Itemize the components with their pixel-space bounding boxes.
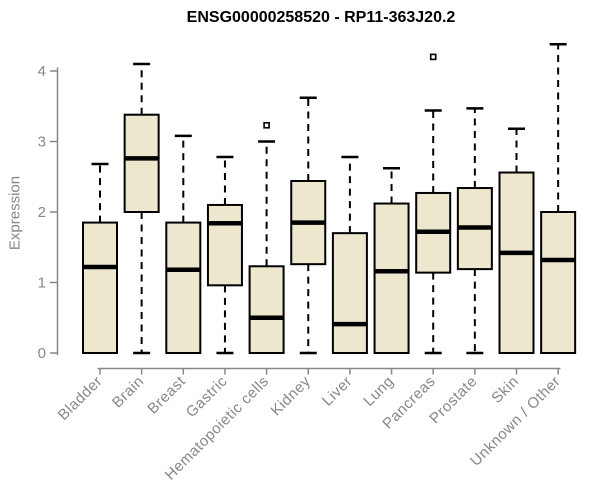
boxplot-gastric (206, 155, 243, 355)
iqr-box (498, 171, 535, 354)
boxplot-breast (165, 134, 202, 354)
boxplot-skin (498, 127, 535, 354)
x-category-label-lung: Lung (360, 373, 397, 410)
iqr-box (206, 203, 243, 287)
boxplot-unknown-other (540, 42, 577, 354)
boxplot-prostate (456, 107, 493, 355)
iqr-box (165, 221, 202, 354)
y-tick-label: 2 (38, 204, 46, 221)
boxplot-brain (123, 62, 160, 355)
y-tick-label: 1 (38, 275, 46, 292)
iqr-box (331, 232, 368, 354)
x-category-label-brain: Brain (109, 373, 148, 412)
boxplot-bladder (82, 162, 118, 354)
boxplot-hematopoietic-cells (248, 121, 285, 354)
iqr-box (248, 265, 285, 354)
boxplot-liver (331, 155, 368, 354)
chart-title: ENSG00000258520 - RP11-363J20.2 (186, 9, 456, 26)
y-tick-label: 4 (38, 63, 46, 80)
y-tick-label: 0 (38, 345, 46, 362)
iqr-box (373, 202, 410, 354)
iqr-box (82, 221, 118, 354)
iqr-box (123, 113, 160, 213)
y-tick-label: 3 (38, 134, 46, 151)
boxplot-pancreas (415, 53, 452, 355)
iqr-box (540, 211, 577, 354)
x-category-label-liver: Liver (319, 373, 356, 410)
x-category-label-breast: Breast (144, 373, 189, 418)
boxplot-kidney (290, 96, 327, 355)
x-category-label-kidney: Kidney (267, 373, 314, 420)
outlier-point (429, 53, 437, 61)
x-category-label-skin: Skin (488, 373, 522, 407)
outlier-point (263, 121, 270, 129)
boxplot-lung (373, 167, 410, 354)
x-category-label-bladder: Bladder (55, 373, 106, 424)
